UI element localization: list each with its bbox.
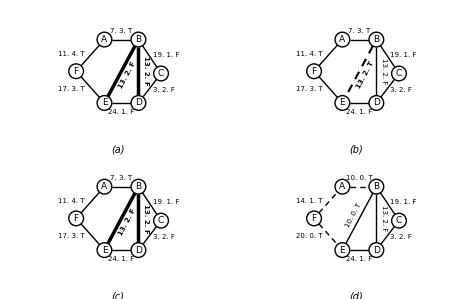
Text: B: B [136,182,141,191]
Text: 13. 2. F: 13. 2. F [143,57,149,86]
Text: 17. 3. T: 17. 3. T [296,86,323,92]
Circle shape [131,96,146,110]
Circle shape [369,32,383,47]
Text: 24. 1. F: 24. 1. F [346,256,373,262]
Text: 19. 1. F: 19. 1. F [153,199,179,205]
Text: A: A [339,182,346,191]
Text: 13. 2. F: 13. 2. F [118,60,137,89]
Text: 3. 2. F: 3. 2. F [153,87,174,93]
Text: B: B [136,35,141,44]
Text: 3. 2. F: 3. 2. F [391,87,412,93]
Text: B: B [374,182,379,191]
Text: 3. 2. F: 3. 2. F [391,234,412,240]
Text: F: F [311,67,317,76]
Circle shape [335,243,350,257]
Text: 19. 1. F: 19. 1. F [153,52,179,58]
Text: E: E [101,98,107,107]
Text: A: A [101,35,108,44]
Text: A: A [339,35,346,44]
Text: D: D [135,98,142,107]
Circle shape [131,179,146,194]
Text: F: F [73,67,79,76]
Text: 10. 0. T: 10. 0. T [346,175,373,181]
Text: B: B [374,35,379,44]
Text: C: C [158,69,164,78]
Circle shape [392,66,406,81]
Circle shape [335,179,350,194]
Text: (d): (d) [349,292,363,299]
Text: D: D [135,245,142,254]
Circle shape [369,179,383,194]
Text: (c): (c) [111,292,125,299]
Text: D: D [373,245,380,254]
Text: E: E [101,245,107,254]
Circle shape [97,179,112,194]
Text: A: A [101,182,108,191]
Text: F: F [311,214,317,223]
Text: C: C [396,216,402,225]
Circle shape [131,32,146,47]
Text: 20. 0. T: 20. 0. T [296,233,323,239]
Text: C: C [158,216,164,225]
Text: 11. 4. T: 11. 4. T [58,51,85,57]
Circle shape [307,211,321,226]
Text: 17. 3. T: 17. 3. T [58,233,85,239]
Circle shape [335,32,350,47]
Circle shape [97,96,112,110]
Text: D: D [373,98,380,107]
Text: 11. 4. T: 11. 4. T [296,51,323,57]
Circle shape [69,211,83,226]
Text: 13. 2. T: 13. 2. T [356,60,375,89]
Text: 24. 1. F: 24. 1. F [109,256,135,262]
Text: (a): (a) [111,145,125,155]
Text: 17. 3. T: 17. 3. T [58,86,85,92]
Text: E: E [339,245,345,254]
Circle shape [369,243,383,257]
Circle shape [69,64,83,79]
Text: 13. 2. F: 13. 2. F [118,207,137,236]
Circle shape [154,66,168,81]
Circle shape [97,243,112,257]
Circle shape [392,213,406,228]
Text: F: F [73,214,79,223]
Text: 13. 2. F: 13. 2. F [143,204,149,233]
Circle shape [131,243,146,257]
Text: 19. 1. F: 19. 1. F [391,52,417,58]
Text: E: E [339,98,345,107]
Text: 7. 3. T: 7. 3. T [110,28,133,34]
Circle shape [154,213,168,228]
Text: 24. 1. F: 24. 1. F [109,109,135,115]
Text: 14. 1. T: 14. 1. T [296,198,323,204]
Text: 19. 1. F: 19. 1. F [391,199,417,205]
Text: 13. 2. F: 13. 2. F [381,205,387,231]
Text: 10. 0. T: 10. 0. T [345,202,362,228]
Circle shape [335,96,350,110]
Text: C: C [396,69,402,78]
Text: (b): (b) [349,145,363,155]
Circle shape [307,64,321,79]
Text: 3. 2. F: 3. 2. F [153,234,174,240]
Circle shape [97,32,112,47]
Text: 7. 3. T: 7. 3. T [348,28,371,34]
Text: 11. 4. T: 11. 4. T [58,198,85,204]
Text: 7. 3. T: 7. 3. T [110,175,133,181]
Circle shape [369,96,383,110]
Text: 13. 2. F: 13. 2. F [381,58,387,84]
Text: 24. 1. F: 24. 1. F [346,109,373,115]
